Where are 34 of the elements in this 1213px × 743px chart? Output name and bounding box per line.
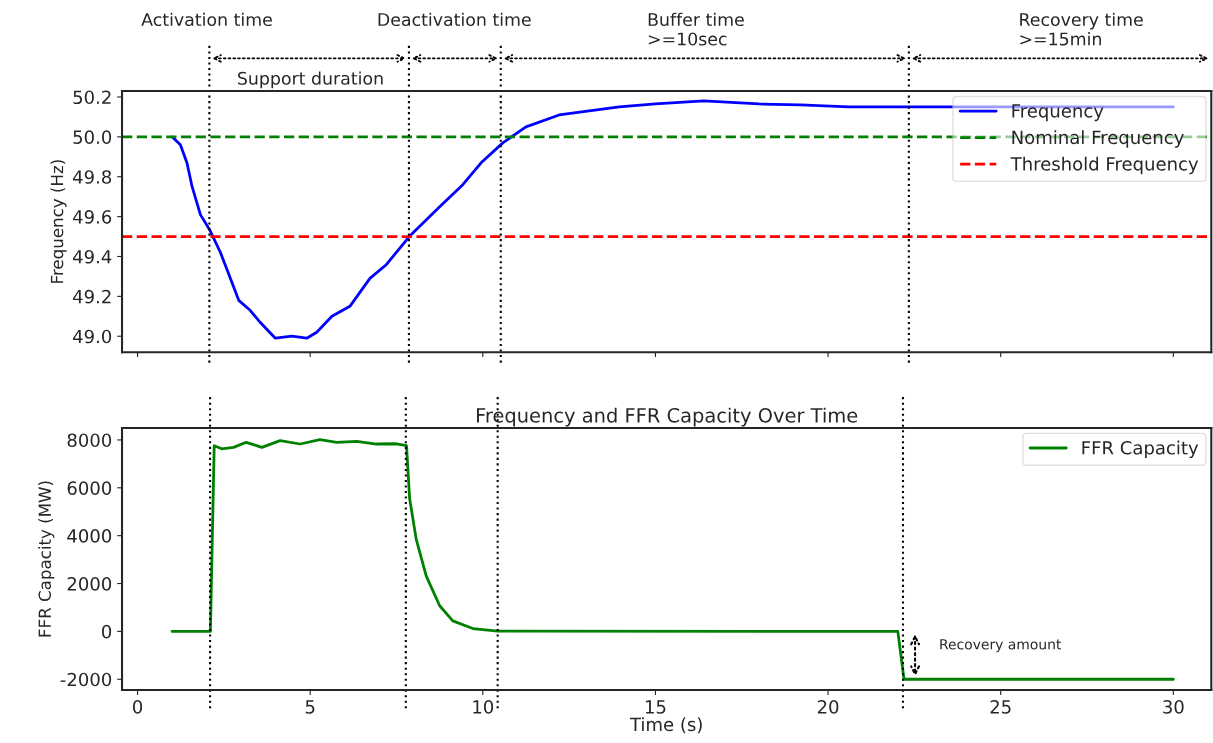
y-tick-label: 49.0 <box>72 329 112 344</box>
text: Recovery time >=15min <box>1020 12 1143 46</box>
y-axis-title: Frequency (Hz) <box>50 160 67 283</box>
y-tick-label: 50.0 <box>73 130 112 144</box>
y-tick-label: 6000 <box>67 481 112 495</box>
x-axis-title: Time (s) <box>629 717 702 734</box>
y-tick-label: 0 <box>102 624 112 639</box>
y-tick-label: 8000 <box>67 433 112 448</box>
text: Buffer time >=10sec <box>648 12 744 46</box>
ref-line-label: Nominal Frequency <box>1012 130 1184 148</box>
x-tick-label: 10 <box>473 700 494 714</box>
x-tick-label: 25 <box>990 700 1011 714</box>
y-tick-label: 49.8 <box>72 170 112 184</box>
y-tick-label: 4000 <box>67 529 112 543</box>
y-tick-label: 49.4 <box>72 249 112 264</box>
y-tick-label: 50.2 <box>73 90 111 105</box>
x-tick-label: 20 <box>817 700 839 714</box>
annotation: Recovery amount <box>940 639 1062 653</box>
y-tick-label: 49.6 <box>72 210 112 224</box>
y-tick-label: -2000 <box>60 672 112 687</box>
text: Deactivation time <box>378 12 531 27</box>
x-tick-label: 30 <box>1163 700 1184 714</box>
legend-label: FFR Capacity <box>1082 440 1199 459</box>
x-tick-label: 0 <box>133 700 143 714</box>
text: Activation time <box>141 12 272 27</box>
x-tick-label: 15 <box>645 700 666 714</box>
x-tick-label: 5 <box>305 700 315 714</box>
legend-label: Threshold Frequency <box>1010 156 1199 175</box>
y-tick-label: 2000 <box>67 576 112 591</box>
chart-title: Frequency and FFR Capacity Over Time <box>477 407 858 427</box>
y-axis-title: FFR Capacity (MW) <box>38 481 55 637</box>
legend-label: Frequency <box>1012 104 1104 122</box>
text: Support duration <box>238 71 383 89</box>
y-tick-label: 49.2 <box>72 289 111 304</box>
